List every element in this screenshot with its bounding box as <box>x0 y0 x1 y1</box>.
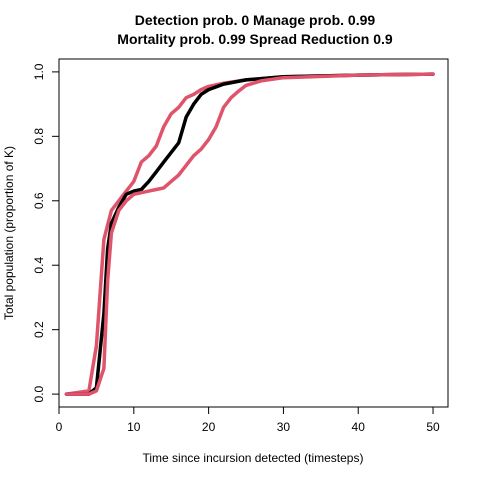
series-layer <box>64 72 435 396</box>
x-tick-label: 50 <box>426 420 440 434</box>
y-tick-label: 0.0 <box>32 385 46 402</box>
y-tick-label: 1.0 <box>32 63 46 80</box>
x-tick-label: 0 <box>56 420 63 434</box>
y-tick-label: 0.6 <box>32 192 46 209</box>
chart-title: Detection prob. 0 Manage prob. 0.99 <box>135 12 376 28</box>
x-tick-label: 40 <box>352 420 366 434</box>
y-axis: 0.0 0.2 0.4 0.6 0.8 1.0 <box>32 63 60 402</box>
x-axis: 0 10 20 30 40 50 <box>56 406 440 434</box>
x-tick-label: 10 <box>127 420 141 434</box>
x-tick-label: 20 <box>202 420 216 434</box>
y-axis-label: Total population (proportion of K) <box>2 146 16 320</box>
x-tick-label: 30 <box>277 420 291 434</box>
y-tick-label: 0.2 <box>32 321 46 338</box>
y-tick-label: 0.4 <box>32 257 46 274</box>
x-axis-label: Time since incursion detected (timesteps… <box>143 451 364 465</box>
y-tick-label: 0.8 <box>32 128 46 145</box>
series-line-median <box>64 72 435 396</box>
series-line-lower <box>64 72 435 396</box>
chart-subtitle: Mortality prob. 0.99 Spread Reduction 0.… <box>117 31 393 47</box>
